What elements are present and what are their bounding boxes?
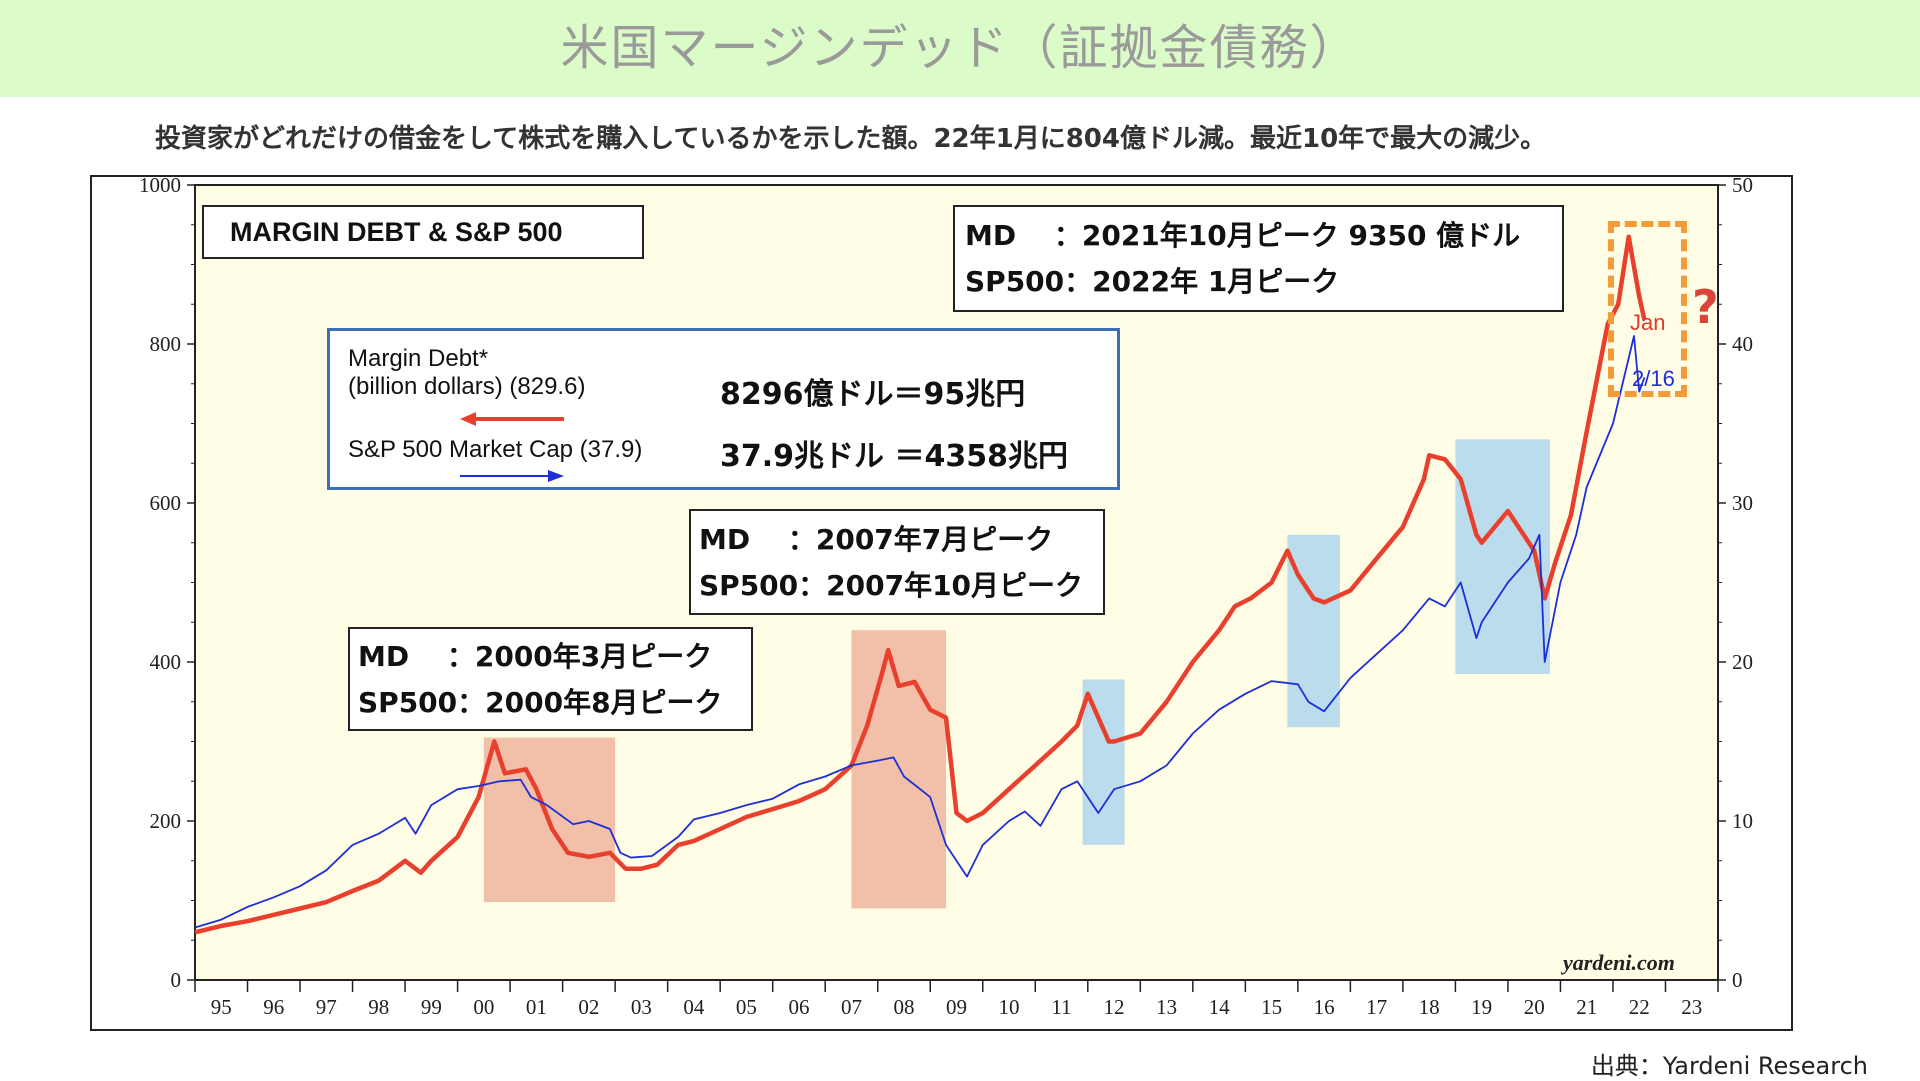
x-tick-label: 19: [1471, 995, 1492, 1019]
annotation-box-2021: MD ：2021年10月ピーク 9350 億ドル SP500：2022年 1月ピ…: [953, 205, 1564, 312]
band-correction-2: [1082, 679, 1125, 845]
page-subtitle: 投資家がどれだけの借金をして株式を購入しているかを示した額。22年1月に804億…: [155, 124, 1547, 154]
x-tick-label: 06: [788, 995, 809, 1019]
x-tick-label: 08: [893, 995, 914, 1019]
y-left-tick-label: 400: [150, 650, 182, 674]
annotation-2007-line1: MD ：2007年7月ピーク: [699, 523, 1054, 556]
recent-highlight-box: [1608, 221, 1687, 397]
x-tick-label: 11: [1051, 995, 1071, 1019]
watermark: yardeni.com: [1563, 950, 1675, 975]
source-credit: 出典：Yardeni Research: [1590, 1052, 1868, 1080]
jan-label: Jan: [1630, 310, 1666, 335]
x-tick-label: 97: [316, 995, 337, 1019]
y-right-tick-label: 50: [1732, 175, 1753, 197]
x-tick-label: 17: [1366, 995, 1387, 1019]
x-tick-label: 23: [1681, 995, 1702, 1019]
annotation-2021-line1: MD ：2021年10月ピーク 9350 億ドル: [965, 219, 1521, 252]
x-tick-label: 21: [1576, 995, 1597, 1019]
legend-sp-label: S&P 500 Market Cap (37.9): [348, 436, 643, 463]
annotation-box-2000: MD ：2000年3月ピーク SP500：2000年8月ピーク: [348, 627, 753, 731]
legend-margin-value: 8296億ドル＝95兆円: [720, 377, 1026, 412]
annotation-2000-line1: MD ：2000年3月ピーク: [358, 640, 713, 673]
series-line-margin-debt: [194, 234, 1647, 935]
x-tick-label: 98: [368, 995, 389, 1019]
x-tick-label: 09: [946, 995, 967, 1019]
date-216-label: 2/16: [1632, 366, 1675, 391]
x-tick-label: 16: [1314, 995, 1335, 1019]
x-tick-label: 00: [473, 995, 494, 1019]
series-line-sp500: [194, 335, 1646, 929]
y-right-tick-label: 20: [1732, 650, 1753, 674]
x-tick-label: 10: [999, 995, 1020, 1019]
annotation-2021-line2: SP500：2022年 1月ピーク: [965, 265, 1340, 298]
annotation-box-2007: MD ：2007年7月ピーク SP500：2007年10月ピーク: [689, 509, 1105, 615]
x-tick-label: 04: [683, 995, 705, 1019]
legend-sp-value: 37.9兆ドル ＝4358兆円: [720, 439, 1068, 474]
x-tick-label: 20: [1524, 995, 1545, 1019]
y-right-tick-label: 30: [1732, 491, 1753, 515]
x-tick-label: 14: [1209, 995, 1231, 1019]
series-lines: [194, 234, 1647, 935]
x-tick-label: 03: [631, 995, 652, 1019]
legend-margin-arrow: [460, 412, 564, 426]
y-left-tick-label: 800: [150, 332, 182, 356]
x-tick-label: 95: [211, 995, 232, 1019]
x-tick-label: 15: [1261, 995, 1282, 1019]
x-tick-label: 01: [526, 995, 547, 1019]
y-left-tick-label: 0: [171, 968, 182, 992]
page-title: 米国マージンデッド（証拠金債務）: [560, 20, 1360, 76]
y-left-tick-label: 200: [150, 809, 182, 833]
y-left-tick-label: 600: [150, 491, 182, 515]
y-right-tick-label: 40: [1732, 332, 1753, 356]
y-right-tick-label: 0: [1732, 968, 1743, 992]
x-tick-label: 13: [1156, 995, 1177, 1019]
x-tick-label: 07: [841, 995, 862, 1019]
annotation-2000-line2: SP500：2000年8月ピーク: [358, 686, 723, 719]
chart-title: MARGIN DEBT & S&P 500: [202, 205, 644, 259]
question-mark: ?: [1692, 280, 1719, 334]
x-tick-label: 99: [421, 995, 442, 1019]
x-tick-label: 22: [1629, 995, 1650, 1019]
legend-margin-label1: Margin Debt*: [348, 345, 489, 372]
title-bar: 米国マージンデッド（証拠金債務）: [0, 0, 1920, 97]
y-left-tick-label: 1000: [139, 175, 181, 197]
x-tick-label: 02: [578, 995, 599, 1019]
x-tick-label: 18: [1419, 995, 1440, 1019]
x-tick-label: 96: [263, 995, 284, 1019]
annotation-2007-line2: SP500：2007年10月ピーク: [699, 569, 1084, 602]
legend-sp-arrow: [460, 470, 564, 482]
legend: Margin Debt* (billion dollars) (829.6) S…: [327, 328, 1120, 490]
legend-margin-label2: (billion dollars) (829.6): [348, 373, 586, 400]
x-tick-label: 05: [736, 995, 757, 1019]
y-right-tick-label: 10: [1732, 809, 1753, 833]
band-recession-1: [851, 630, 946, 909]
x-tick-label: 12: [1104, 995, 1125, 1019]
